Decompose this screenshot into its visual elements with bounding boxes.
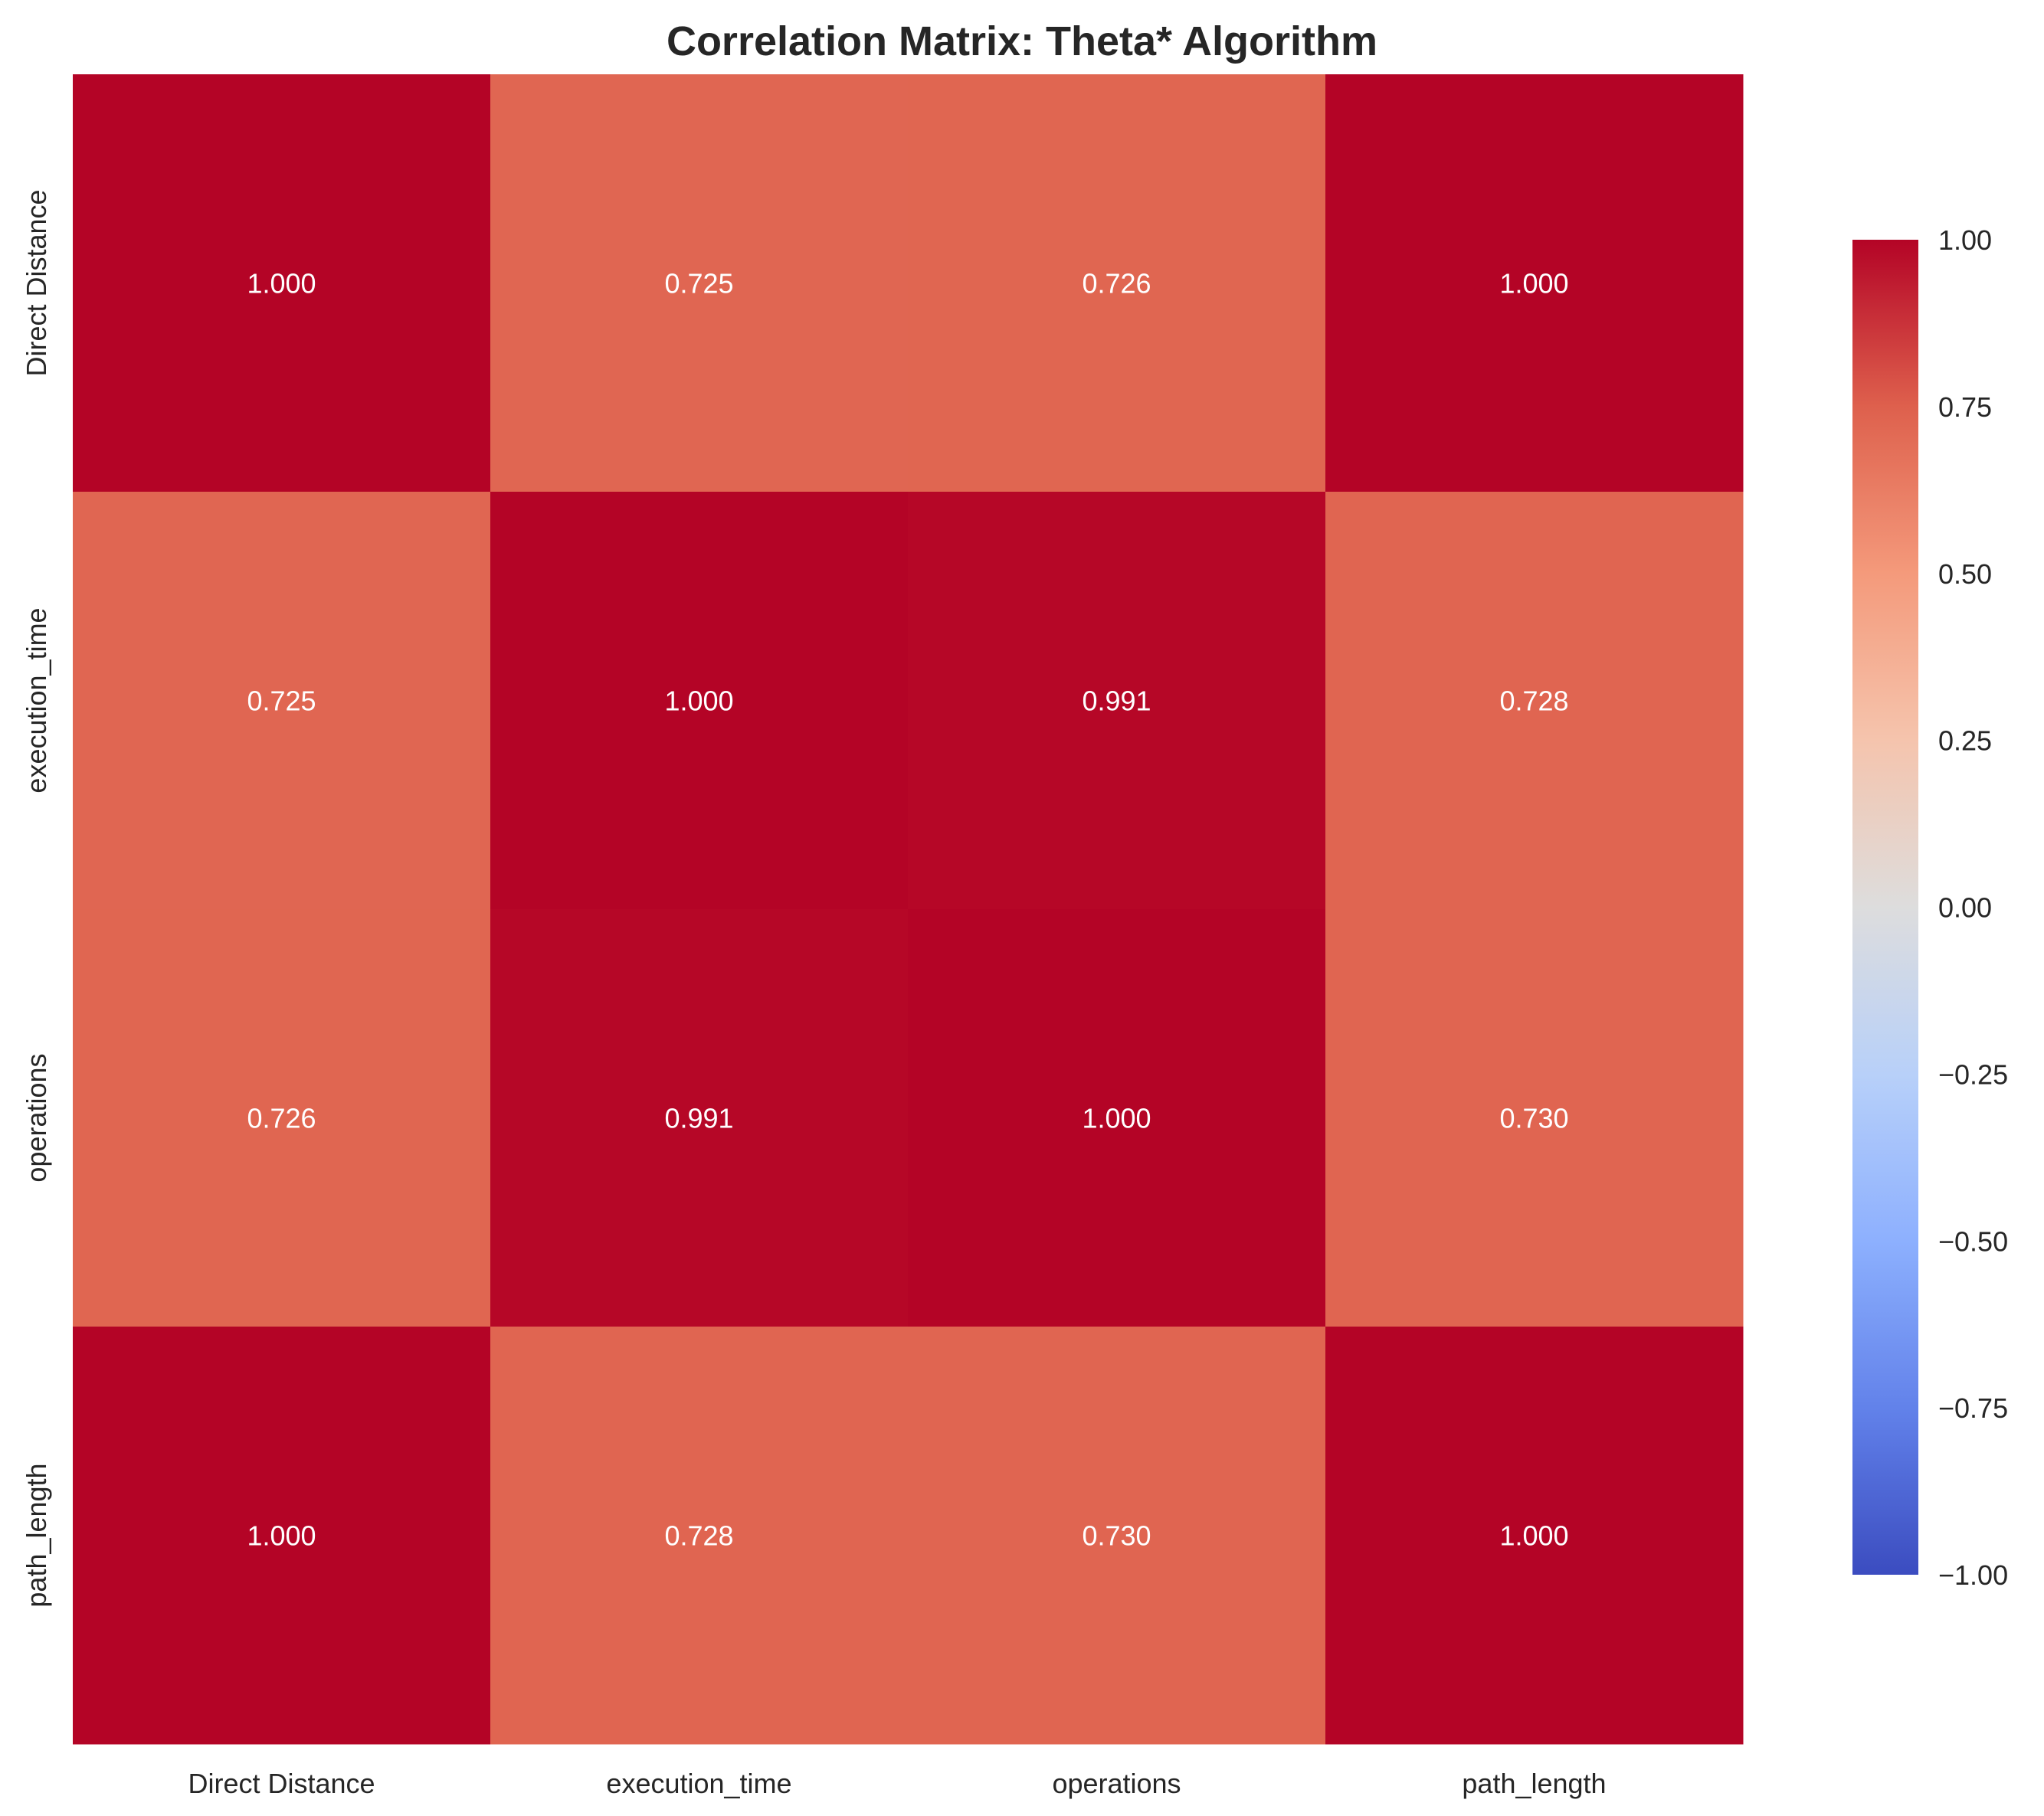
cell-value-label: 0.726 xyxy=(247,1103,316,1134)
heatmap-cell xyxy=(1325,74,1744,492)
y-tick-label: Direct Distance xyxy=(21,189,52,376)
colorbar-tick-label: −0.75 xyxy=(1938,1392,2008,1424)
heatmap-cell xyxy=(908,492,1326,910)
y-tick-labels: Direct Distance execution_time operations p… xyxy=(21,189,52,1607)
cell-value-label: 0.728 xyxy=(664,1520,733,1552)
heatmap-cell xyxy=(490,74,909,492)
cell-value-label: 1.000 xyxy=(1082,1103,1151,1134)
cell-value-label: 1.000 xyxy=(247,1520,316,1552)
heatmap-cell xyxy=(490,492,909,910)
cell-value-label: 0.726 xyxy=(1082,268,1151,299)
heatmap-cell xyxy=(73,1327,491,1745)
cell-value-label: 0.730 xyxy=(1499,1103,1568,1134)
cell-value-label: 1.000 xyxy=(247,268,316,299)
chart-title: Correlation Matrix: Theta* Algorithm xyxy=(667,18,1377,64)
cell-value-label: 1.000 xyxy=(1499,1520,1568,1552)
y-tick-label: operations xyxy=(21,1053,52,1182)
heatmap-cell xyxy=(490,909,909,1327)
x-tick-labels: Direct Distance execution_time operations p… xyxy=(188,1768,1606,1799)
cell-annotations: 1.000 0.725 0.726 1.000 0.725 1.000 0.991 0.728… xyxy=(247,268,1568,1552)
heatmap-cell xyxy=(908,74,1326,492)
colorbar-gradient xyxy=(1852,240,1918,1575)
cell-value-label: 0.725 xyxy=(247,685,316,717)
y-tick-label: execution_time xyxy=(21,607,52,793)
y-tick-label: path_length xyxy=(21,1463,52,1607)
cell-value-label: 0.725 xyxy=(664,268,733,299)
x-tick-label: execution_time xyxy=(606,1768,791,1799)
x-tick-label: Direct Distance xyxy=(188,1768,375,1799)
cell-value-label: 0.991 xyxy=(1082,685,1151,717)
colorbar-tick-label: 1.00 xyxy=(1938,224,1992,256)
heatmap-cell xyxy=(73,74,491,492)
colorbar: 1.00 0.75 0.50 0.25 0.00 −0.25 −0.50 −0.75 −1.00 xyxy=(1852,224,2008,1591)
cell-value-label: 1.000 xyxy=(664,685,733,717)
cell-value-label: 0.730 xyxy=(1082,1520,1151,1552)
cell-value-label: 0.991 xyxy=(664,1103,733,1134)
heatmap-cell xyxy=(1325,1327,1744,1745)
colorbar-tick-label: −0.50 xyxy=(1938,1225,2008,1257)
heatmap-cell xyxy=(73,909,491,1327)
heatmap-cells xyxy=(73,74,1744,1745)
heatmap-cell xyxy=(908,909,1326,1327)
heatmap-cell xyxy=(908,1327,1326,1745)
cell-value-label: 1.000 xyxy=(1499,268,1568,299)
colorbar-tick-label: 0.75 xyxy=(1938,391,1992,423)
cell-value-label: 0.728 xyxy=(1499,685,1568,717)
heatmap-cell xyxy=(490,1327,909,1745)
colorbar-tick-label: −0.25 xyxy=(1938,1059,2008,1090)
heatmap-cell xyxy=(73,492,491,910)
heatmap-cell xyxy=(1325,492,1744,910)
colorbar-tick-label: 0.25 xyxy=(1938,725,1992,757)
x-tick-label: path_length xyxy=(1462,1768,1606,1799)
heatmap-cell xyxy=(1325,909,1744,1327)
colorbar-tick-label: −1.00 xyxy=(1938,1559,2008,1591)
colorbar-tick-label: 0.50 xyxy=(1938,558,1992,590)
colorbar-tick-label: 0.00 xyxy=(1938,892,1992,924)
x-tick-label: operations xyxy=(1052,1768,1181,1799)
